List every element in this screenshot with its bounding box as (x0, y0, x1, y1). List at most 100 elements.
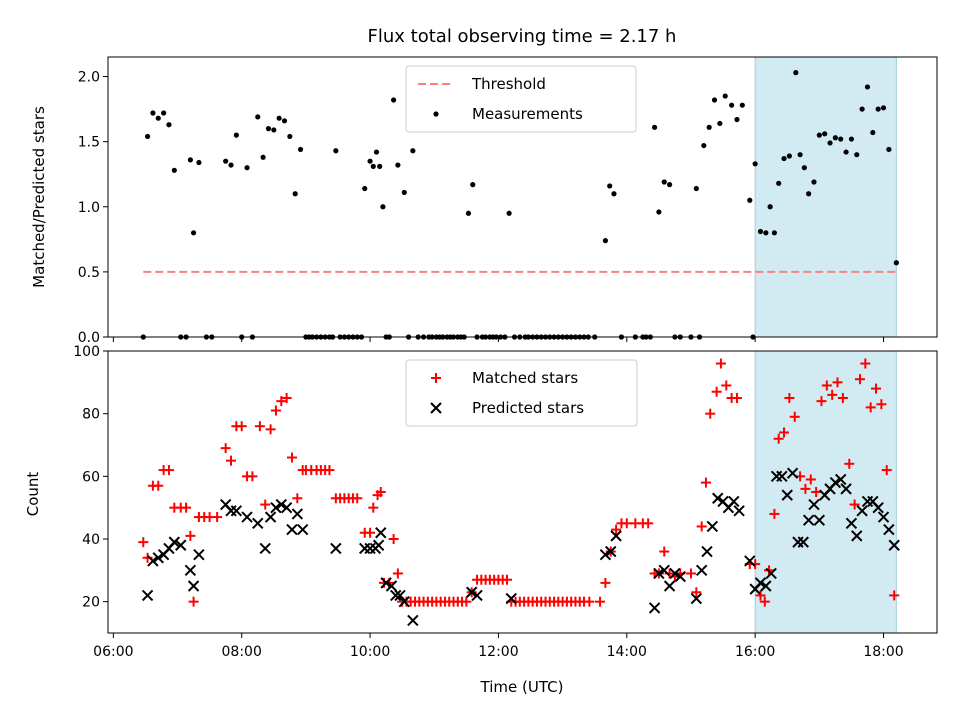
predicted-star-point (286, 523, 298, 536)
measurement-point (166, 122, 172, 128)
predicted-star-point (275, 498, 287, 511)
measurement-point (465, 210, 472, 216)
matched-star-point (849, 499, 860, 510)
matched-star-point (854, 374, 865, 385)
measurement-point (271, 127, 277, 133)
measurement-point (171, 167, 177, 173)
x-tick-label: 10:00 (350, 644, 390, 660)
predicted-star-point (653, 567, 665, 580)
measurement-point (244, 165, 250, 171)
measurement-point (859, 106, 865, 112)
predicted-star-point (856, 505, 868, 517)
top-y-axis-label: Matched/Predicted stars (30, 106, 48, 288)
measurement-point (652, 124, 658, 130)
measurement-point (333, 148, 339, 154)
predicted-star-point (599, 548, 612, 561)
predicted-star-point (364, 542, 376, 555)
predicted-star-point (829, 476, 842, 489)
measurement-point (811, 179, 817, 185)
predicted-star-point (372, 539, 385, 551)
measurement-point (410, 148, 416, 154)
legend-box (405, 359, 638, 427)
measurement-point (838, 136, 844, 142)
measurement-point (793, 70, 799, 76)
predicted-star-point (883, 523, 895, 536)
y-tick-label: 100 (73, 344, 100, 360)
measurement-point (607, 183, 613, 189)
predicted-star-point (380, 577, 392, 589)
measurement-point (706, 124, 712, 130)
measurement-point (260, 154, 266, 160)
matched-star-point (286, 452, 297, 463)
predicted-star-point (706, 520, 719, 533)
legend-x-marker (430, 402, 442, 414)
predicted-star-point (296, 523, 309, 536)
axes-frame (107, 350, 938, 634)
matched-star-point (759, 596, 770, 607)
measurement-point (734, 116, 740, 123)
x-tick-label: 14:00 (607, 644, 647, 660)
predicted-star-point (690, 592, 703, 605)
measurement-point (144, 133, 151, 140)
matched-star-point (789, 411, 800, 422)
x-tick-label: 08:00 (222, 644, 262, 660)
measurement-point (367, 158, 373, 164)
predicted-star-point (152, 552, 164, 564)
axes-frame (107, 56, 938, 338)
measurement-point (666, 182, 673, 188)
matched-star-point (260, 499, 271, 510)
measurement-point (656, 209, 662, 215)
matched-star-point (860, 358, 871, 369)
predicted-star-point (695, 564, 708, 577)
measurement-point (150, 110, 156, 116)
measurement-point (747, 197, 753, 203)
predicted-star-point (845, 517, 858, 530)
matched-star-point (865, 402, 876, 413)
measurement-point (816, 132, 822, 138)
matched-star-point (388, 534, 399, 544)
measurement-point (380, 204, 386, 210)
measurement-point (391, 97, 397, 103)
measurement-point (611, 191, 617, 197)
predicted-star-point (330, 542, 342, 555)
predicted-star-point (465, 586, 478, 598)
measurement-point (693, 185, 699, 192)
predicted-star-point (701, 545, 713, 558)
y-tick-label: 0.0 (78, 330, 100, 346)
predicted-star-point (781, 489, 793, 501)
measurement-point (757, 228, 764, 235)
measurement-point (602, 238, 609, 244)
measurement-point (362, 185, 368, 192)
predicted-star-point (840, 483, 852, 495)
measurement-point (281, 118, 288, 124)
measurement-point (292, 191, 298, 197)
measurement-point (752, 161, 758, 167)
measurement-point (223, 158, 229, 164)
measurement-point (848, 136, 855, 142)
predicted-star-point (270, 501, 282, 514)
measurement-point (801, 165, 807, 171)
measurement-point (781, 155, 787, 162)
predicted-star-point (230, 505, 243, 517)
matched-star-point (889, 590, 900, 601)
predicted-star-point (658, 564, 670, 577)
matched-star-point (265, 424, 276, 435)
predicted-star-point (259, 542, 271, 555)
measurement-point (377, 163, 383, 169)
measurement-point (776, 180, 782, 186)
measurement-point (228, 162, 234, 168)
matched-star-point (715, 358, 726, 369)
measurement-point (806, 191, 812, 197)
measurement-point (722, 93, 728, 99)
matched-star-point (254, 421, 265, 432)
matched-star-point (365, 527, 376, 538)
legend-label: Matched stars (472, 369, 578, 387)
predicted-star-point (241, 511, 253, 523)
matched-star-point (163, 465, 174, 476)
measurement-point (880, 105, 887, 111)
bottom-y-axis-label: Count (24, 472, 42, 517)
predicted-star-point (407, 614, 419, 627)
predicted-star-point (225, 505, 237, 517)
predicted-star-point (264, 511, 277, 523)
y-tick-label: 40 (82, 532, 100, 548)
